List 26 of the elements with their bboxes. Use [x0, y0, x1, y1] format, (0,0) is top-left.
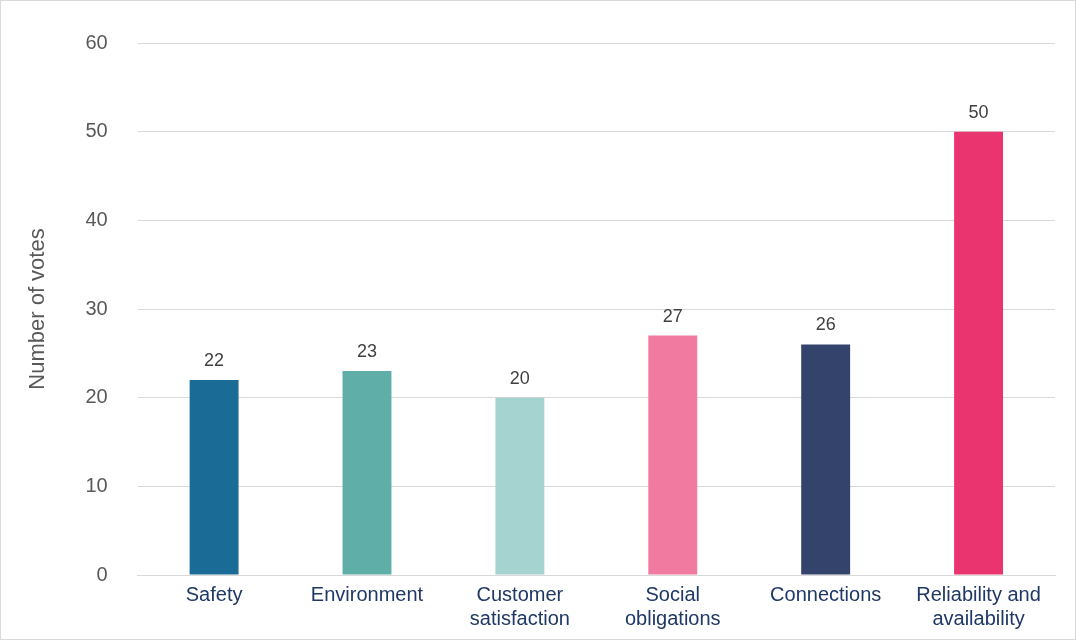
y-tick-label: 50: [85, 119, 108, 142]
y-tick-label: 0: [96, 562, 108, 585]
bar: [801, 344, 851, 575]
data-label: 27: [662, 305, 683, 326]
data-label: 22: [204, 349, 225, 370]
bar: [954, 131, 1004, 575]
data-label: 23: [356, 341, 377, 362]
bar: [495, 397, 545, 575]
x-tick-label: Environment: [310, 582, 424, 605]
bar: [189, 379, 239, 575]
data-label: 20: [509, 367, 530, 388]
data-label: 50: [968, 101, 989, 122]
x-tick-label: Social obligations: [624, 582, 721, 629]
x-tick-label: Customer satisfaction: [469, 582, 570, 629]
x-tick-label: Reliability and availability: [916, 582, 1041, 629]
y-tick-label: 60: [85, 30, 108, 53]
y-tick-label: 40: [85, 207, 108, 230]
x-tick-label: Connections: [770, 582, 882, 605]
y-tick-label: 10: [85, 473, 108, 496]
y-tick-label: 30: [85, 296, 108, 319]
x-tick-label: Safety: [185, 582, 243, 605]
data-label: 26: [815, 314, 836, 335]
bar: [648, 335, 698, 575]
y-axis-title: Number of votes: [24, 228, 50, 390]
bar: [342, 371, 392, 575]
y-tick-label: 20: [85, 385, 108, 408]
